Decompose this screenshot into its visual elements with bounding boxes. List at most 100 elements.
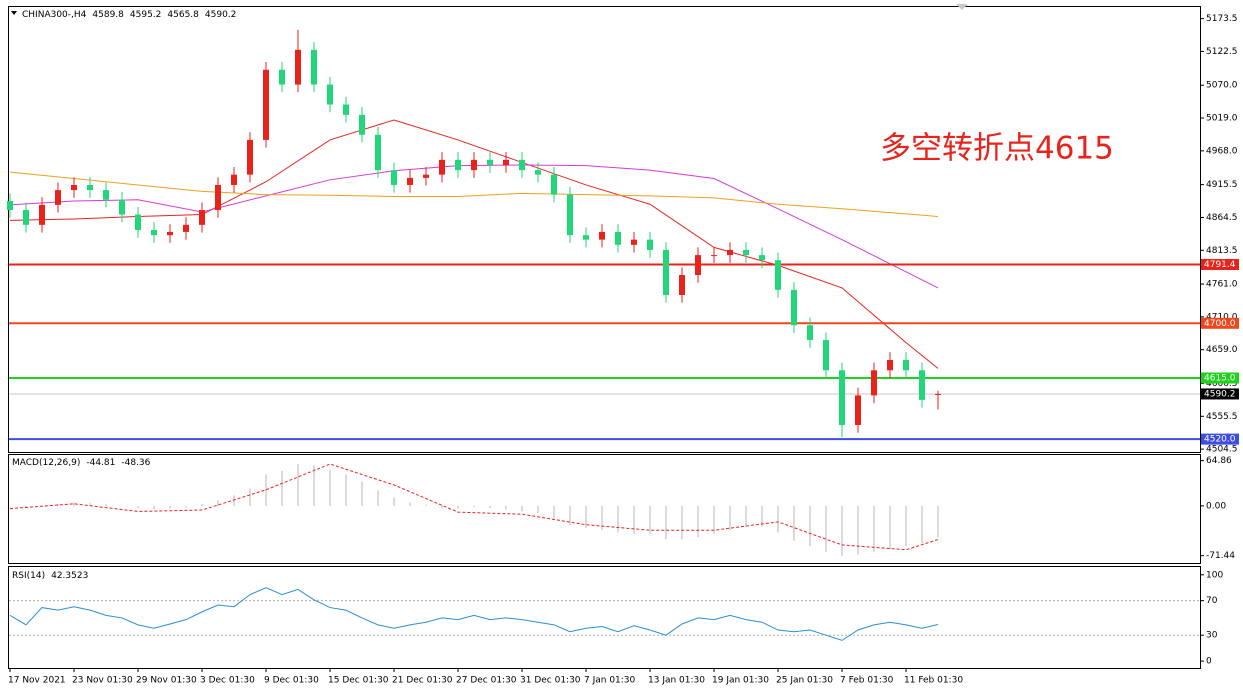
candle-body <box>855 395 861 425</box>
y-tick-label: 5122.5 <box>1206 47 1238 57</box>
candle-body <box>407 177 413 185</box>
candle-body <box>711 255 717 257</box>
candle-body <box>615 231 621 245</box>
candle-body <box>583 235 589 240</box>
candle-body <box>71 184 77 191</box>
y-tick-label: -71.44 <box>1206 551 1235 561</box>
candle-body <box>247 139 253 175</box>
candle-body <box>423 174 429 178</box>
candle-body <box>695 255 701 276</box>
candle-body <box>343 104 349 115</box>
ohlc-close: 4590.2 <box>205 10 237 20</box>
candle-body <box>199 210 205 225</box>
candle-body <box>455 159 461 171</box>
candle-body <box>183 224 189 232</box>
x-tick-label: 23 Nov 01:30 <box>72 676 133 686</box>
macd-signal <box>9 463 939 551</box>
rsi-panel <box>8 566 1201 669</box>
x-tick-label: 7 Jan 01:30 <box>584 676 636 686</box>
candle-body <box>231 174 237 185</box>
candle-body <box>551 174 557 195</box>
ohlc-open: 4589.8 <box>92 10 124 20</box>
y-tick-label: 64.86 <box>1206 456 1232 466</box>
y-tick-label: 4504.5 <box>1206 445 1238 455</box>
candle-body <box>87 184 93 191</box>
y-tick-label: 70 <box>1206 596 1218 606</box>
candle-body <box>119 199 125 215</box>
candle-body <box>871 370 877 396</box>
candle-body <box>327 84 333 105</box>
x-tick-label: 17 Nov 2021 <box>8 676 66 686</box>
y-tick-label: 4710.0 <box>1206 312 1238 322</box>
candle-body <box>215 184 221 211</box>
price-level-box <box>1201 317 1239 329</box>
moving-average <box>9 119 939 369</box>
y-tick-label: 4555.5 <box>1206 412 1238 422</box>
candle-body <box>311 49 317 85</box>
x-tick-label: 3 Dec 01:30 <box>200 676 255 686</box>
candle-body <box>439 159 445 175</box>
macd-panel <box>8 454 1201 564</box>
candle-body <box>359 114 365 135</box>
y-tick-label: 5173.5 <box>1206 14 1238 24</box>
candle-body <box>663 249 669 295</box>
price-level-box <box>1201 388 1239 400</box>
candle-body <box>743 249 749 256</box>
candle-body <box>919 370 925 400</box>
candle-body <box>567 194 573 236</box>
ohlc-high: 4595.2 <box>130 10 162 20</box>
x-tick-label: 9 Dec 01:30 <box>264 676 319 686</box>
candle-body <box>503 159 509 166</box>
y-tick-label: 5070.0 <box>1206 81 1238 91</box>
price-level-label: 4791.4 <box>1204 260 1236 270</box>
y-tick-label: 4761.0 <box>1206 280 1238 290</box>
candle-body <box>167 231 173 236</box>
candle-body <box>151 230 157 236</box>
y-tick-label: 4606.5 <box>1206 379 1238 389</box>
macd-title: MACD(12,26,9) <box>12 458 80 468</box>
y-tick-label: 4915.5 <box>1206 180 1238 190</box>
x-tick-label: 31 Dec 01:30 <box>520 676 581 686</box>
candle-body <box>39 204 45 225</box>
candle-body <box>727 249 733 256</box>
candle-body <box>839 370 845 425</box>
candle-body <box>647 239 653 250</box>
macd-signal-value: -48.36 <box>121 458 150 468</box>
candle-body <box>7 201 13 211</box>
candle-body <box>759 255 765 261</box>
x-tick-label: 29 Nov 01:30 <box>136 676 197 686</box>
y-tick-label: 100 <box>1206 570 1223 580</box>
candle-body <box>55 190 61 205</box>
rsi-line <box>9 587 939 641</box>
price-level-label: 4520.0 <box>1204 435 1236 445</box>
rsi-value: 42.3523 <box>51 571 88 581</box>
x-tick-label: 15 Dec 01:30 <box>328 676 389 686</box>
main-panel <box>8 6 1201 453</box>
candle-body <box>535 170 541 175</box>
x-tick-label: 7 Feb 01:30 <box>840 676 894 686</box>
symbol: CHINA300-,H4 <box>22 10 87 20</box>
price-level-label: 4590.2 <box>1204 389 1236 399</box>
candle-body <box>791 289 797 326</box>
y-tick-label: 4968.0 <box>1206 146 1238 156</box>
price-level-box <box>1201 258 1239 270</box>
y-tick-label: 0 <box>1206 657 1212 667</box>
x-tick-label: 11 Feb 01:30 <box>904 676 963 686</box>
y-tick-label: 0.00 <box>1206 501 1226 511</box>
candle-body <box>935 393 941 395</box>
annotation: 多空转折点4615 <box>880 131 1114 167</box>
candle-body <box>103 190 109 200</box>
candle-body <box>23 210 29 225</box>
candle-body <box>823 340 829 371</box>
candle-body <box>775 260 781 290</box>
chart-header: CHINA300-,H4 4589.8 4595.2 4565.8 4590.2 <box>22 10 236 20</box>
candle-body <box>903 359 909 371</box>
candle-body <box>471 159 477 171</box>
moving-average <box>9 171 939 217</box>
candle-body <box>295 49 301 85</box>
macd-label: MACD(12,26,9) -44.81 -48.36 <box>12 458 151 468</box>
candle-body <box>679 275 685 295</box>
candle-body <box>487 159 493 166</box>
